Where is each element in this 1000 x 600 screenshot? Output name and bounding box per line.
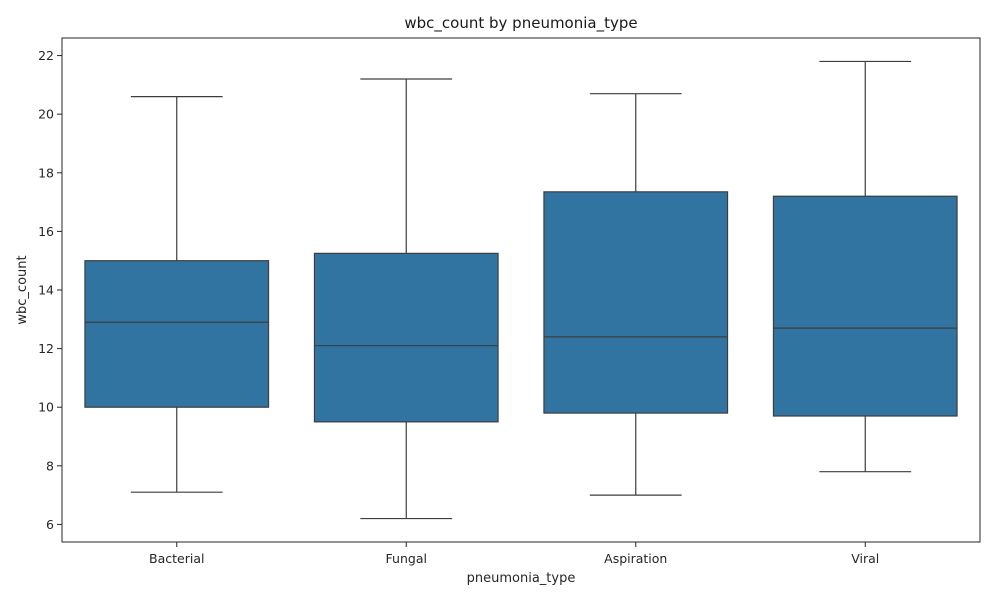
y-tick-label: 10 bbox=[38, 400, 54, 415]
y-tick-label: 6 bbox=[46, 517, 54, 532]
chart-title: wbc_count by pneumonia_type bbox=[404, 14, 637, 33]
iqr-box bbox=[772, 195, 958, 417]
plot-area bbox=[61, 37, 981, 543]
y-tick-label: 14 bbox=[38, 283, 54, 298]
y-tick-label: 16 bbox=[38, 224, 54, 239]
y-axis-label: wbc_count bbox=[15, 255, 30, 324]
box-viral bbox=[772, 60, 958, 473]
y-axis: 6 8 10 12 14 16 18 20 22 bbox=[38, 48, 62, 532]
x-tick-label: Bacterial bbox=[149, 551, 204, 566]
y-tick-label: 12 bbox=[38, 341, 54, 356]
x-tick-label: Aspiration bbox=[604, 551, 667, 566]
iqr-box bbox=[84, 260, 270, 408]
x-axis: Bacterial Fungal Aspiration Viral bbox=[149, 542, 879, 566]
x-tick-label: Viral bbox=[851, 551, 879, 566]
y-tick-label: 20 bbox=[38, 107, 54, 122]
box-fungal bbox=[313, 78, 499, 520]
iqr-box bbox=[543, 191, 729, 414]
x-axis-label: pneumonia_type bbox=[467, 571, 576, 586]
iqr-box bbox=[313, 252, 499, 423]
x-tick-label: Fungal bbox=[386, 551, 427, 566]
y-tick-label: 22 bbox=[38, 48, 54, 63]
y-tick-label: 18 bbox=[38, 165, 54, 180]
y-tick-label: 8 bbox=[46, 458, 54, 473]
box-bacterial bbox=[84, 96, 270, 493]
box-aspiration bbox=[543, 93, 729, 496]
